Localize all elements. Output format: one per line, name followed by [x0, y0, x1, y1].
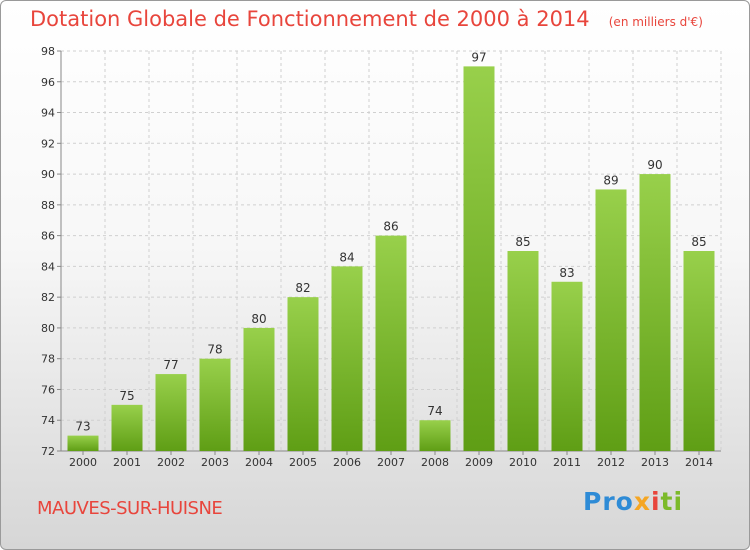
x-tick-label: 2003 — [201, 456, 229, 469]
y-tick-label: 98 — [41, 45, 55, 58]
bar-value-label: 73 — [75, 420, 90, 434]
y-tick-label: 80 — [41, 322, 55, 335]
bar-value-label: 77 — [163, 358, 178, 372]
x-tick-label: 2008 — [421, 456, 449, 469]
bar — [199, 358, 231, 451]
x-tick-label: 2005 — [289, 456, 317, 469]
bar — [683, 251, 715, 451]
bar-value-label: 82 — [295, 281, 310, 295]
y-tick-label: 76 — [41, 383, 55, 396]
y-tick-label: 78 — [41, 353, 55, 366]
bar-value-label: 85 — [515, 235, 530, 249]
x-tick-label: 2009 — [465, 456, 493, 469]
proxiti-logo: Proxiti — [583, 487, 683, 516]
logo-part: ti — [660, 487, 684, 516]
bar-value-label: 89 — [603, 173, 618, 187]
x-tick-label: 2010 — [509, 456, 537, 469]
x-tick-label: 2011 — [553, 456, 581, 469]
bar — [111, 404, 143, 451]
x-tick-label: 2001 — [113, 456, 141, 469]
y-tick-label: 96 — [41, 76, 55, 89]
bars — [67, 66, 715, 452]
chart-title: Dotation Globale de Fonctionnement de 20… — [30, 7, 590, 31]
labels: 73 2000 75 2001 77 2002 78 2003 80 2004 82 2005 84 20… — [69, 50, 713, 469]
bar — [155, 374, 187, 451]
bar-value-label: 83 — [559, 266, 574, 280]
y-tick-label: 86 — [41, 230, 55, 243]
x-tick-label: 2012 — [597, 456, 625, 469]
chart-title-block: Dotation Globale de Fonctionnement de 20… — [30, 7, 703, 31]
y-tick-label: 88 — [41, 199, 55, 212]
bar — [67, 435, 99, 451]
bar — [551, 281, 583, 451]
logo-part: i — [650, 487, 661, 516]
bar — [287, 297, 319, 451]
y-tick-label: 94 — [41, 107, 55, 120]
bar-value-label: 80 — [251, 312, 266, 326]
y-tick-label: 84 — [41, 260, 55, 273]
chart-subtitle: (en milliers d'€) — [608, 15, 703, 29]
bar — [639, 174, 671, 452]
x-tick-label: 2004 — [245, 456, 273, 469]
x-tick-label: 2000 — [69, 456, 97, 469]
y-tick-label: 74 — [41, 414, 55, 427]
bar — [507, 251, 539, 451]
bar-value-label: 86 — [383, 220, 398, 234]
logo-part: Pro — [583, 487, 634, 516]
logo-part: x — [633, 487, 651, 516]
x-tick-label: 2002 — [157, 456, 185, 469]
commune-name: MAUVES-SUR-HUISNE — [37, 498, 223, 519]
bar — [595, 189, 627, 451]
bar — [463, 66, 495, 451]
x-tick-label: 2013 — [641, 456, 669, 469]
bar-value-label: 97 — [471, 50, 486, 64]
bar-value-label: 90 — [647, 158, 662, 172]
y-tick-label: 72 — [41, 445, 55, 458]
y-tick-label: 90 — [41, 168, 55, 181]
bar-value-label: 75 — [119, 389, 134, 403]
bar-value-label: 74 — [427, 404, 442, 418]
bar — [375, 235, 407, 451]
x-tick-label: 2006 — [333, 456, 361, 469]
bar — [331, 266, 363, 451]
bar-value-label: 78 — [207, 343, 222, 357]
y-tick-label: 92 — [41, 137, 55, 150]
x-tick-label: 2007 — [377, 456, 405, 469]
bar — [419, 420, 451, 451]
bar-value-label: 85 — [691, 235, 706, 249]
y-tick-label: 82 — [41, 291, 55, 304]
bar — [243, 327, 275, 451]
x-tick-label: 2014 — [685, 456, 713, 469]
bar-value-label: 84 — [339, 250, 354, 264]
